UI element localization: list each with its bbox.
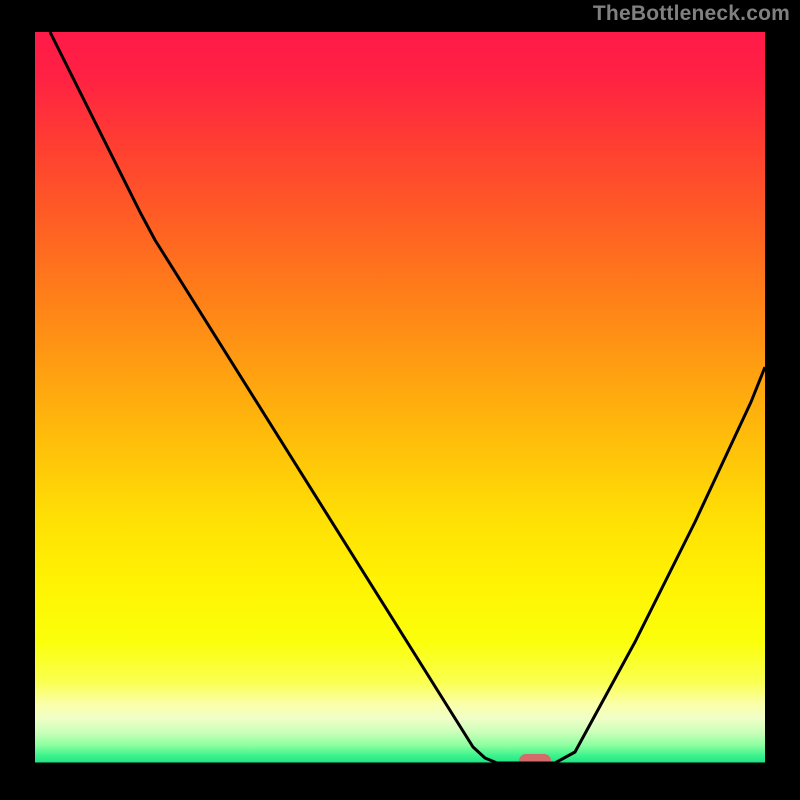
attribution-text: TheBottleneck.com (593, 2, 790, 26)
gradient-background (35, 32, 765, 766)
stage: TheBottleneck.com (0, 0, 800, 800)
bottleneck-chart (35, 32, 765, 766)
chart-svg (35, 32, 765, 766)
